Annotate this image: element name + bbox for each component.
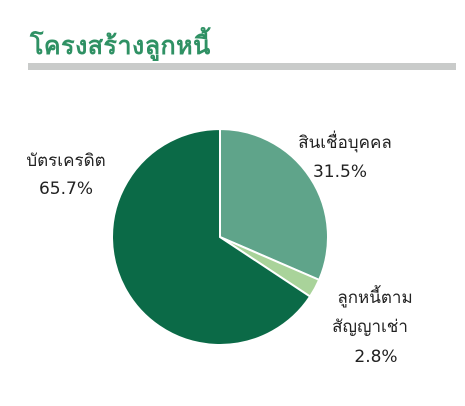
slice-label-lease-line-2: สัญญาเช่า xyxy=(332,317,408,337)
pie-slices xyxy=(111,127,329,346)
slice-credit-card xyxy=(111,127,312,346)
slice-value-personal-loan: 31.5% xyxy=(313,162,367,182)
slice-value-credit-card: 65.7% xyxy=(39,179,93,199)
slice-label-personal-loan: สินเชื่อบุคคล xyxy=(298,130,392,153)
slice-label-lease-line-1: ลูกหนี้ตาม xyxy=(337,285,412,308)
title-underline xyxy=(28,63,456,70)
slice-value-lease: 2.8% xyxy=(354,347,397,367)
chart-title: โครงสร้างลูกหนี้ xyxy=(30,31,211,60)
slice-label-credit-card: บัตรเครดิต xyxy=(26,151,105,171)
slice-personal-loan xyxy=(219,127,329,282)
